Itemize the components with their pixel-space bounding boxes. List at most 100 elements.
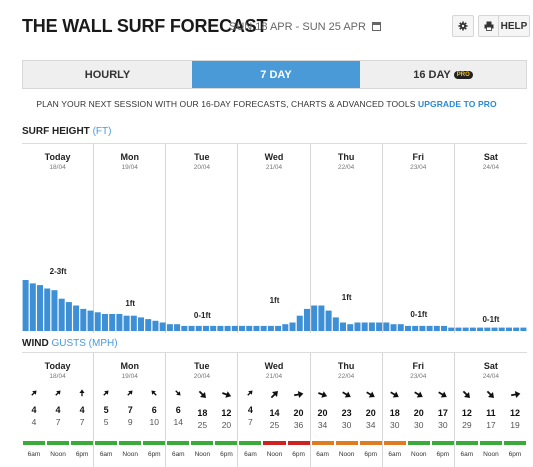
surf-bar[interactable]: [441, 325, 448, 331]
surf-bar[interactable]: [174, 324, 181, 331]
surf-bar[interactable]: [267, 325, 274, 331]
surf-bar[interactable]: [159, 322, 166, 332]
surf-bar[interactable]: [260, 325, 267, 331]
surf-bar[interactable]: [130, 315, 137, 331]
surf-bar[interactable]: [275, 325, 282, 331]
surf-bar[interactable]: [289, 322, 296, 332]
surf-unit[interactable]: (FT): [92, 126, 112, 137]
surf-bar[interactable]: [87, 310, 94, 331]
wind-cell[interactable]: 6 10: [143, 389, 165, 427]
surf-bar[interactable]: [477, 327, 484, 331]
settings-button[interactable]: [452, 15, 474, 37]
surf-bar[interactable]: [318, 305, 325, 332]
surf-bar[interactable]: [109, 314, 116, 331]
surf-bar[interactable]: [303, 308, 310, 331]
surf-bar[interactable]: [354, 322, 361, 332]
surf-bar[interactable]: [37, 285, 44, 331]
surf-bar[interactable]: [224, 325, 231, 331]
surf-bar[interactable]: [469, 327, 476, 331]
wind-cell[interactable]: 23 30: [336, 389, 358, 430]
surf-bar[interactable]: [29, 283, 36, 331]
surf-bar[interactable]: [80, 308, 87, 331]
tab-7-day[interactable]: 7 DAY: [192, 61, 360, 88]
tab-16-day[interactable]: 16 DAY PRO: [360, 61, 526, 88]
surf-bar[interactable]: [361, 322, 368, 332]
surf-bar[interactable]: [22, 280, 29, 331]
print-button[interactable]: [478, 15, 500, 37]
surf-bar[interactable]: [181, 325, 188, 331]
surf-bar[interactable]: [195, 325, 202, 331]
surf-bar[interactable]: [296, 315, 303, 331]
surf-bar[interactable]: [419, 325, 426, 331]
surf-bar[interactable]: [202, 325, 209, 331]
surf-bar[interactable]: [94, 312, 101, 331]
surf-bar[interactable]: [484, 327, 491, 331]
surf-bar[interactable]: [325, 310, 332, 331]
wind-cell[interactable]: 20 30: [408, 389, 430, 430]
wind-cell[interactable]: 18 30: [384, 389, 406, 430]
wind-cell[interactable]: 18 25: [191, 389, 213, 430]
help-button[interactable]: HELP: [498, 15, 530, 37]
surf-bar[interactable]: [491, 327, 498, 331]
surf-bar[interactable]: [426, 325, 433, 331]
surf-bar[interactable]: [101, 314, 108, 331]
surf-bar[interactable]: [376, 322, 383, 332]
calendar-icon[interactable]: [372, 22, 382, 31]
surf-bar[interactable]: [58, 298, 65, 331]
surf-bar[interactable]: [116, 314, 123, 331]
surf-bar[interactable]: [123, 315, 130, 331]
surf-bar[interactable]: [462, 327, 469, 331]
surf-bar[interactable]: [332, 317, 339, 331]
surf-bar[interactable]: [397, 324, 404, 331]
surf-bar[interactable]: [347, 324, 354, 331]
surf-bar[interactable]: [73, 305, 80, 332]
wind-cell[interactable]: 6 14: [167, 389, 189, 427]
wind-cell[interactable]: 17 30: [432, 389, 454, 430]
surf-bar[interactable]: [217, 325, 224, 331]
wind-cell[interactable]: 20 34: [312, 389, 334, 430]
surf-bar[interactable]: [44, 288, 51, 332]
tab-hourly[interactable]: HOURLY: [84, 68, 131, 81]
surf-bar[interactable]: [210, 325, 217, 331]
wind-cell[interactable]: 14 25: [264, 389, 286, 430]
surf-bar[interactable]: [383, 322, 390, 332]
surf-bar[interactable]: [239, 325, 246, 331]
surf-bar[interactable]: [390, 324, 397, 331]
surf-bar[interactable]: [65, 302, 72, 331]
wind-cell[interactable]: 20 34: [360, 389, 382, 430]
surf-bar[interactable]: [311, 305, 318, 332]
surf-bar[interactable]: [231, 325, 238, 331]
surf-bar[interactable]: [498, 327, 505, 331]
surf-bar[interactable]: [253, 325, 260, 331]
surf-bar[interactable]: [188, 325, 195, 331]
wind-cell[interactable]: 20 36: [288, 389, 310, 430]
surf-bar[interactable]: [246, 325, 253, 331]
surf-bar[interactable]: [412, 325, 419, 331]
wind-cell[interactable]: 11 17: [480, 389, 502, 430]
upgrade-link[interactable]: UPGRADE TO PRO: [417, 99, 497, 109]
surf-bar[interactable]: [448, 327, 455, 331]
surf-bar[interactable]: [282, 324, 289, 331]
surf-bar[interactable]: [505, 327, 512, 331]
wind-cell[interactable]: 12 29: [456, 389, 478, 430]
surf-bar[interactable]: [455, 327, 462, 331]
surf-bar[interactable]: [513, 327, 520, 331]
surf-bar[interactable]: [145, 319, 152, 331]
surf-bar[interactable]: [404, 325, 411, 331]
surf-bar[interactable]: [433, 325, 440, 331]
surf-bar[interactable]: [340, 322, 347, 332]
wind-cell[interactable]: 12 20: [215, 389, 237, 430]
wind-unit[interactable]: GUSTS (MPH): [51, 338, 118, 349]
surf-bar[interactable]: [520, 327, 527, 331]
surf-bar[interactable]: [138, 317, 145, 331]
surf-bar[interactable]: [368, 322, 375, 332]
surf-bar[interactable]: [152, 320, 159, 331]
wind-cell[interactable]: 12 19: [504, 389, 526, 430]
date-range[interactable]: SUN 18 APR - SUN 25 APR: [229, 21, 382, 33]
